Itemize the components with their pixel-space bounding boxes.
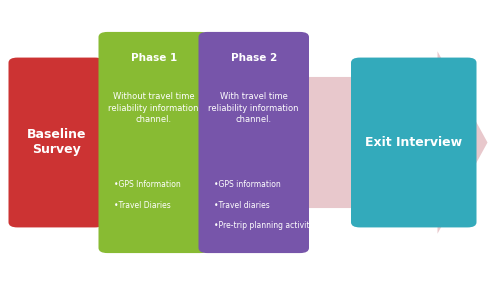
Text: •GPS Information: •GPS Information [114, 180, 180, 189]
Text: Exit Interview: Exit Interview [365, 136, 462, 149]
Polygon shape [15, 51, 488, 234]
FancyBboxPatch shape [198, 32, 309, 253]
Text: •Travel Diaries: •Travel Diaries [114, 201, 170, 210]
FancyBboxPatch shape [351, 58, 476, 227]
Text: •GPS information: •GPS information [214, 180, 280, 189]
FancyBboxPatch shape [98, 32, 209, 253]
Text: Without travel time
reliability information
channel.: Without travel time reliability informat… [108, 92, 199, 124]
Text: Phase 1: Phase 1 [130, 53, 177, 64]
Text: •Travel diaries: •Travel diaries [214, 201, 269, 210]
Text: •Pre-trip planning activity: •Pre-trip planning activity [214, 221, 314, 230]
Text: Baseline
Survey: Baseline Survey [26, 129, 86, 156]
Text: Phase 2: Phase 2 [230, 53, 277, 64]
FancyBboxPatch shape [8, 58, 104, 227]
Text: With travel time
reliability information
channel.: With travel time reliability information… [208, 92, 299, 124]
